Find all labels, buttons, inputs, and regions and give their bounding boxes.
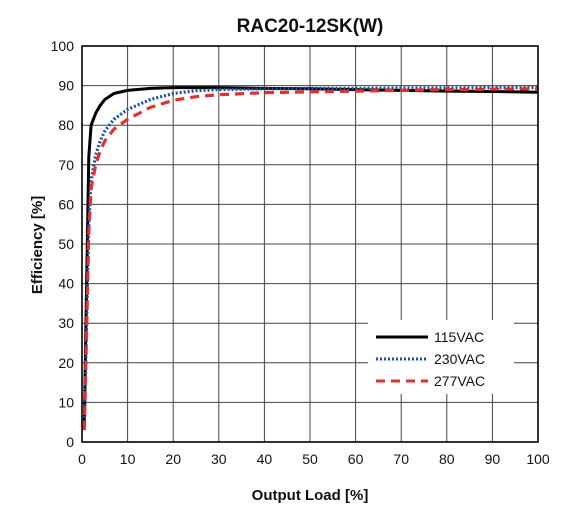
x-tick-label: 70 <box>393 451 409 467</box>
legend-label: 230VAC <box>434 351 485 367</box>
x-tick-label: 80 <box>439 451 455 467</box>
y-tick-label: 10 <box>58 394 74 410</box>
x-axis-label: Output Load [%] <box>252 487 369 504</box>
legend-label: 277VAC <box>434 373 485 389</box>
legend: 115VAC 230VAC 277VAC <box>368 320 514 394</box>
y-tick-label: 60 <box>58 196 74 212</box>
y-tick-label: 20 <box>58 355 74 371</box>
y-tick-label: 30 <box>58 315 74 331</box>
x-tick-label: 90 <box>485 451 501 467</box>
x-tick-label: 20 <box>165 451 181 467</box>
x-tick-label: 30 <box>211 451 227 467</box>
series-line-277vac <box>82 87 539 431</box>
series-line-230vac <box>82 86 538 431</box>
y-tick-label: 50 <box>58 236 74 252</box>
y-axis-label: Efficiency [%] <box>29 196 46 294</box>
chart-title: RAC20-12SK(W) <box>237 16 384 37</box>
y-tick-label: 70 <box>58 157 74 173</box>
legend-label: 115VAC <box>434 329 484 345</box>
y-tick-label: 0 <box>66 434 74 450</box>
x-tick-label: 50 <box>302 451 318 467</box>
y-tick-label: 90 <box>58 78 74 94</box>
y-tick-label: 100 <box>51 38 75 54</box>
grid <box>82 46 538 442</box>
series-group <box>82 86 539 431</box>
tick-labels: 0 10 20 30 40 50 60 70 80 90 100 0 10 20 30 40 50 60 70 80 9… <box>51 38 550 467</box>
x-tick-label: 60 <box>348 451 364 467</box>
x-tick-label: 10 <box>120 451 136 467</box>
x-tick-label: 100 <box>526 451 550 467</box>
y-tick-label: 80 <box>58 117 74 133</box>
x-tick-label: 0 <box>78 451 86 467</box>
y-tick-label: 40 <box>58 276 74 292</box>
x-tick-label: 40 <box>257 451 273 467</box>
plot-frame <box>81 45 539 443</box>
